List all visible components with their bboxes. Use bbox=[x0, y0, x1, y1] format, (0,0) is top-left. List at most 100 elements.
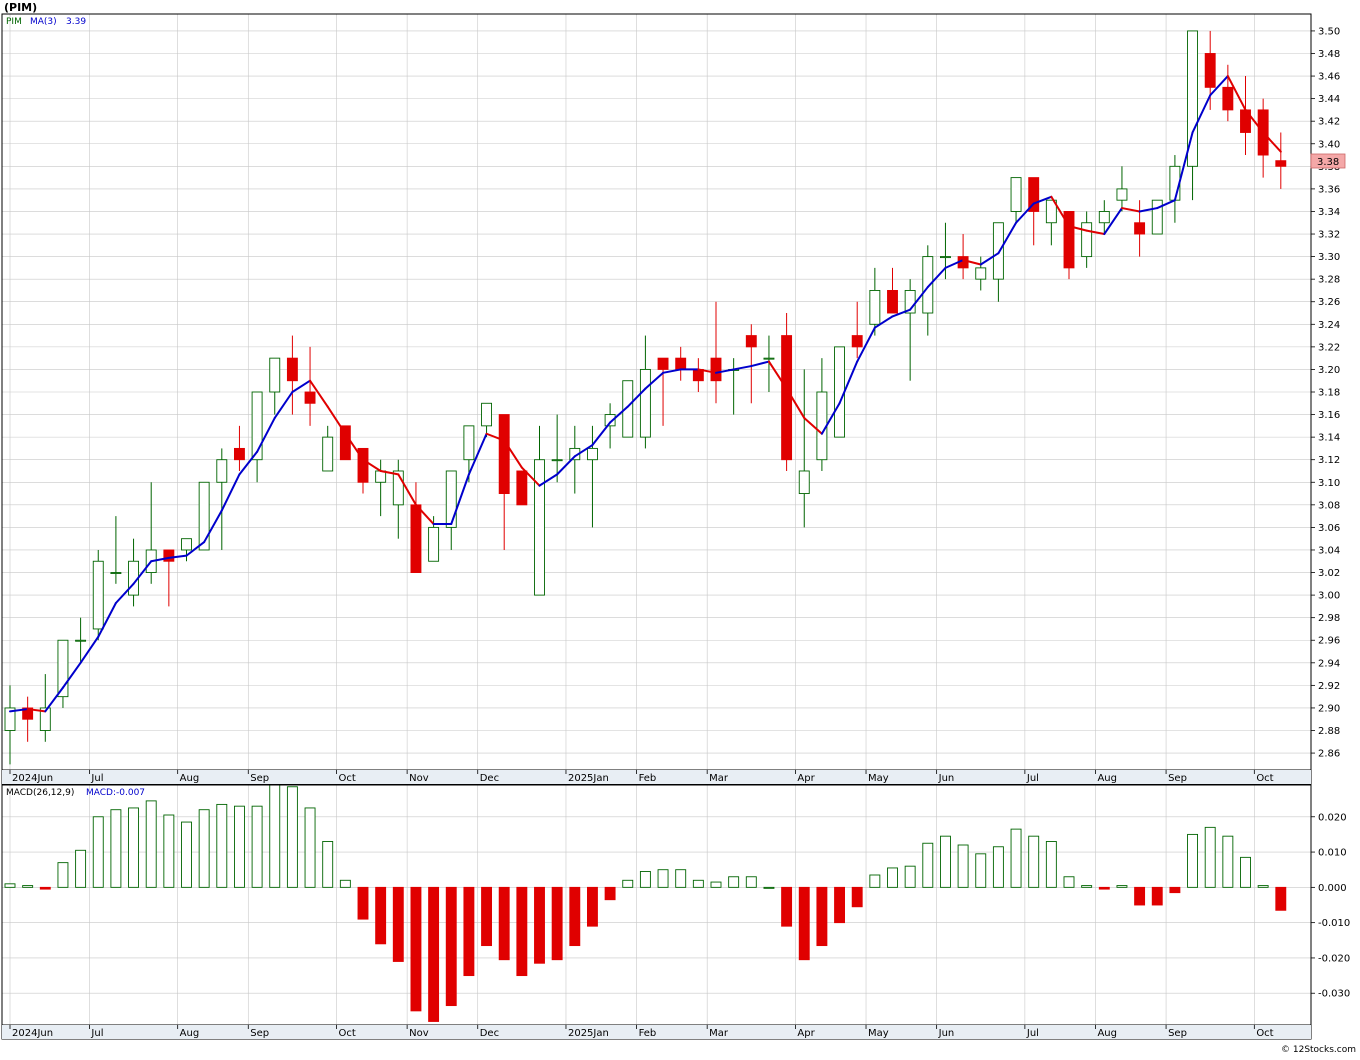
ma3-segment bbox=[1244, 108, 1265, 134]
macd-bar-negative bbox=[392, 886, 404, 962]
price-month-label: Apr bbox=[797, 773, 815, 784]
candle-body-down bbox=[163, 549, 175, 562]
macd-bar-positive bbox=[322, 841, 334, 888]
ma3-segment bbox=[1050, 195, 1070, 228]
ma3-segment bbox=[1209, 75, 1229, 97]
macd-bar-positive bbox=[233, 805, 245, 888]
candle-body-down bbox=[357, 447, 369, 483]
ma3-segment bbox=[609, 405, 629, 424]
macd-bar-positive bbox=[1028, 835, 1040, 888]
ma3-segment bbox=[1120, 207, 1141, 213]
macd-bar-positive bbox=[1187, 833, 1199, 888]
ma3-segment bbox=[132, 560, 153, 585]
candle-body-up bbox=[975, 267, 987, 280]
price-month-label: May bbox=[868, 773, 889, 784]
price-tick-label: 2.90 bbox=[1318, 703, 1340, 714]
macd-bar-positive bbox=[128, 807, 140, 888]
macd-bar-negative bbox=[410, 886, 422, 1012]
ma3-segment bbox=[256, 416, 276, 453]
price-month-label: Nov bbox=[409, 773, 429, 784]
candle-body-down bbox=[304, 391, 316, 404]
price-tick-label: 3.18 bbox=[1318, 388, 1340, 399]
price-tick-label: 2.98 bbox=[1318, 613, 1340, 624]
ma3-segment bbox=[1138, 207, 1159, 213]
ma3-segment bbox=[397, 473, 417, 506]
candle-body-down bbox=[22, 707, 34, 720]
ma3-segment bbox=[61, 661, 82, 689]
ma3-segment bbox=[467, 432, 488, 476]
macd-bar-positive bbox=[1045, 841, 1057, 888]
candle-body-up bbox=[39, 707, 51, 731]
candle-body-up bbox=[798, 470, 810, 495]
macd-month-label: Jun bbox=[938, 1028, 955, 1039]
macd-bar-positive bbox=[869, 874, 881, 888]
candle-body-up bbox=[463, 425, 475, 461]
last-price-tag bbox=[1310, 153, 1346, 169]
ma3-segment bbox=[697, 368, 717, 374]
price-tick-label: 3.02 bbox=[1318, 568, 1340, 579]
ma3-segment bbox=[114, 582, 135, 605]
macd-month-label: Aug bbox=[1097, 1028, 1117, 1039]
ma3-segment bbox=[344, 432, 364, 461]
macd-bar-positive bbox=[75, 849, 87, 888]
candle-body-up bbox=[992, 222, 1004, 280]
candle-body-down bbox=[692, 368, 704, 382]
macd-bar-negative bbox=[551, 886, 563, 961]
macd-bar-negative bbox=[445, 886, 457, 1007]
macd-bar-positive bbox=[1116, 885, 1128, 888]
price-month-label: 2024Jun bbox=[12, 773, 53, 784]
macd-month-label: Sep bbox=[250, 1028, 269, 1039]
price-month-label: Aug bbox=[180, 773, 200, 784]
candle-body-down bbox=[887, 289, 898, 314]
price-month-label: Sep bbox=[250, 773, 269, 784]
ma3-segment bbox=[220, 473, 241, 512]
price-panel-grid bbox=[2, 14, 1311, 770]
price-tick-label: 3.10 bbox=[1318, 478, 1340, 489]
macd-bar-negative bbox=[516, 886, 528, 977]
candle-body-up bbox=[75, 639, 87, 642]
price-tick-label: 3.30 bbox=[1318, 252, 1340, 263]
candle-body-up bbox=[1045, 199, 1057, 224]
ma3-segment bbox=[1103, 207, 1123, 236]
candle-body-down bbox=[516, 470, 528, 506]
candle-body-up bbox=[869, 289, 881, 325]
price-month-label: Jul bbox=[90, 773, 103, 784]
candle-body-up bbox=[763, 357, 775, 360]
macd-bar-negative bbox=[498, 886, 510, 961]
ma3-segment bbox=[715, 368, 735, 374]
macd-bar-negative bbox=[816, 886, 828, 947]
macd-bar-positive bbox=[1257, 885, 1269, 888]
macd-bar-positive bbox=[957, 844, 969, 888]
candle-body-down bbox=[1028, 177, 1040, 212]
macd-bar-negative bbox=[851, 886, 863, 908]
candle-body-up bbox=[1187, 30, 1199, 167]
candle-body-down bbox=[286, 357, 298, 382]
macd-tick-label: -0.020 bbox=[1318, 953, 1350, 964]
candle-body-up bbox=[57, 639, 69, 698]
candle-body-up bbox=[392, 470, 404, 506]
macd-month-label: Mar bbox=[709, 1028, 729, 1039]
macd-bar-negative bbox=[1134, 886, 1146, 906]
macd-bar-positive bbox=[1204, 826, 1216, 888]
macd-bar-positive bbox=[904, 865, 916, 888]
ma3-segment bbox=[662, 368, 682, 374]
macd-bar-positive bbox=[163, 814, 175, 888]
price-tick-label: 2.92 bbox=[1318, 681, 1340, 692]
ma3-segment bbox=[44, 686, 64, 713]
macd-month-label: Nov bbox=[409, 1028, 429, 1039]
ma3-segment bbox=[944, 258, 965, 269]
price-tick-label: 3.42 bbox=[1318, 117, 1340, 128]
macd-bar-negative bbox=[1151, 886, 1163, 906]
macd-bar-positive bbox=[110, 809, 122, 888]
macd-tick-label: 0.000 bbox=[1318, 883, 1347, 894]
macd-bar-negative bbox=[39, 886, 51, 890]
macd-month-label: Oct bbox=[1256, 1028, 1273, 1039]
price-tick-label: 3.48 bbox=[1318, 49, 1340, 60]
price-tick-label: 2.88 bbox=[1318, 726, 1340, 737]
axis-labels: 2.86 2.88 2.90 2.92 2.94 2.96 2.98 3.00 3.02 3.04… bbox=[2, 26, 1350, 1039]
macd-bar-positive bbox=[728, 876, 740, 888]
price-month-label: 2025Jan bbox=[568, 773, 609, 784]
ma3-segment bbox=[891, 308, 912, 318]
price-tick-label: 3.04 bbox=[1318, 545, 1340, 556]
